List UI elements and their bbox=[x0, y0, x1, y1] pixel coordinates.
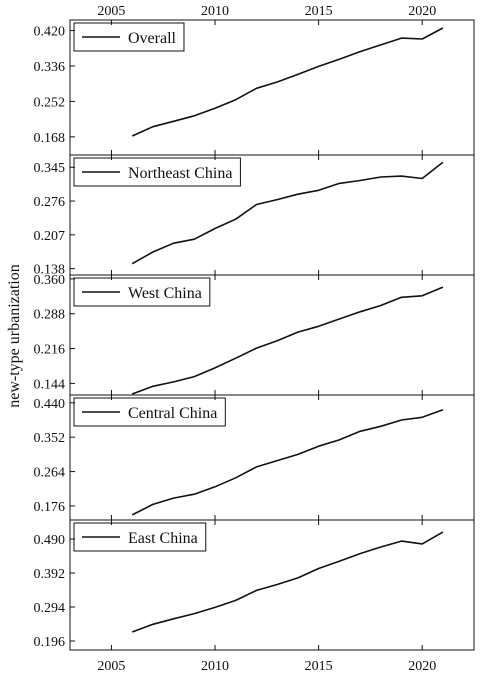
y-tick-label: 0.138 bbox=[34, 263, 66, 278]
x-tick-label-bottom: 2010 bbox=[201, 659, 229, 673]
legend-label: East China bbox=[128, 530, 198, 547]
y-tick-label: 0.252 bbox=[34, 95, 66, 110]
y-axis-label: new-type urbanization bbox=[6, 264, 23, 408]
series-line-west-china bbox=[131, 286, 444, 395]
y-tick-label: 0.216 bbox=[34, 343, 66, 358]
legend-box bbox=[73, 22, 185, 52]
x-tick-label-top: 2020 bbox=[408, 4, 436, 19]
y-tick-label: 0.168 bbox=[34, 131, 66, 146]
y-tick-label: 0.288 bbox=[34, 308, 66, 323]
y-tick-label: 0.420 bbox=[34, 25, 66, 40]
y-tick-label: 0.207 bbox=[34, 229, 66, 244]
y-tick-label: 0.336 bbox=[34, 60, 66, 75]
y-tick-label: 0.490 bbox=[34, 533, 66, 548]
y-tick-label: 0.345 bbox=[34, 161, 66, 176]
y-tick-label: 0.196 bbox=[34, 635, 66, 650]
y-tick-label: 0.276 bbox=[34, 195, 66, 210]
y-tick-label: 0.440 bbox=[34, 397, 66, 412]
series-line-central-china bbox=[131, 409, 444, 516]
series-line-overall bbox=[131, 27, 444, 137]
x-tick-label-bottom: 2020 bbox=[408, 659, 436, 673]
x-tick-label-bottom: 2015 bbox=[305, 659, 333, 673]
x-tick-label-top: 2005 bbox=[97, 4, 125, 19]
panel-frame bbox=[69, 519, 475, 651]
y-tick-label: 0.176 bbox=[34, 500, 66, 515]
y-tick-label: 0.360 bbox=[34, 273, 66, 288]
series-line-northeast-china bbox=[131, 161, 444, 265]
x-tick-label-bottom: 2005 bbox=[97, 659, 125, 673]
legend-box bbox=[73, 522, 207, 552]
y-tick-label: 0.294 bbox=[34, 601, 66, 616]
x-tick-label-top: 2010 bbox=[201, 4, 229, 19]
legend-label: Overall bbox=[128, 30, 177, 47]
y-tick-label: 0.144 bbox=[34, 377, 66, 392]
legend-label: West China bbox=[128, 285, 202, 302]
y-tick-label: 0.392 bbox=[34, 567, 66, 582]
y-tick-label: 0.264 bbox=[34, 466, 66, 481]
y-tick-label: 0.352 bbox=[34, 431, 66, 446]
series-line-east-china bbox=[131, 531, 444, 633]
legend-box bbox=[73, 397, 226, 427]
legend-box bbox=[73, 277, 211, 307]
x-tick-label-top: 2015 bbox=[305, 4, 333, 19]
legend-label: Northeast China bbox=[128, 165, 232, 182]
legend-box bbox=[73, 157, 241, 187]
legend-label: Central China bbox=[128, 405, 217, 422]
